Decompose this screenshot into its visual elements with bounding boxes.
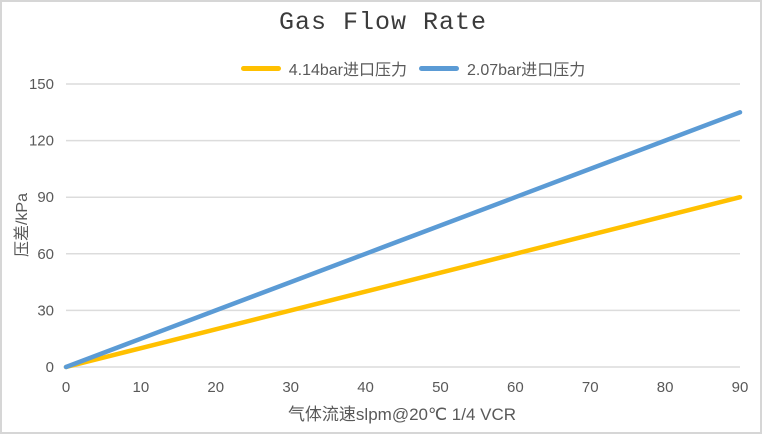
- y-tick-label-0: 0: [46, 359, 54, 376]
- x-tick-label-60: 60: [507, 379, 524, 396]
- x-tick-label-40: 40: [357, 379, 374, 396]
- x-axis-title: 气体流速slpm@20℃ 1/4 VCR: [287, 405, 517, 424]
- legend: 4.14bar进口压力 2.07bar进口压力: [32, 56, 760, 80]
- x-tick-label-0: 0: [62, 379, 70, 396]
- legend-swatch-blue: [419, 65, 459, 71]
- y-tick-label-30: 30: [37, 302, 54, 319]
- y-tick-label-150: 150: [29, 76, 54, 93]
- chart-title: Gas Flow Rate: [278, 8, 488, 37]
- series-line-2.07bar进口压力: [63, 110, 743, 370]
- y-tick-label-120: 120: [29, 133, 54, 150]
- legend-item-4.14bar: 4.14bar进口压力: [240, 56, 407, 80]
- series-line-4.14bar进口压力: [63, 194, 743, 370]
- x-tick-label-80: 80: [657, 379, 674, 396]
- x-tick-label-90: 90: [732, 379, 749, 396]
- legend-label: 2.07bar进口压力: [467, 62, 586, 79]
- y-tick-label-90: 90: [37, 189, 54, 206]
- x-tick-label-10: 10: [133, 379, 150, 396]
- y-axis-title: 压差/kPa: [14, 192, 31, 258]
- y-tick-label-60: 60: [37, 246, 54, 263]
- legend-swatch-gold: [240, 65, 281, 71]
- legend-item-2.07bar: 2.07bar进口压力: [419, 56, 585, 80]
- x-tick-label-30: 30: [282, 379, 299, 396]
- x-tick-label-20: 20: [207, 379, 224, 396]
- legend-label: 4.14bar进口压力: [288, 62, 407, 79]
- x-tick-label-70: 70: [582, 379, 599, 396]
- x-tick-label-50: 50: [432, 379, 449, 396]
